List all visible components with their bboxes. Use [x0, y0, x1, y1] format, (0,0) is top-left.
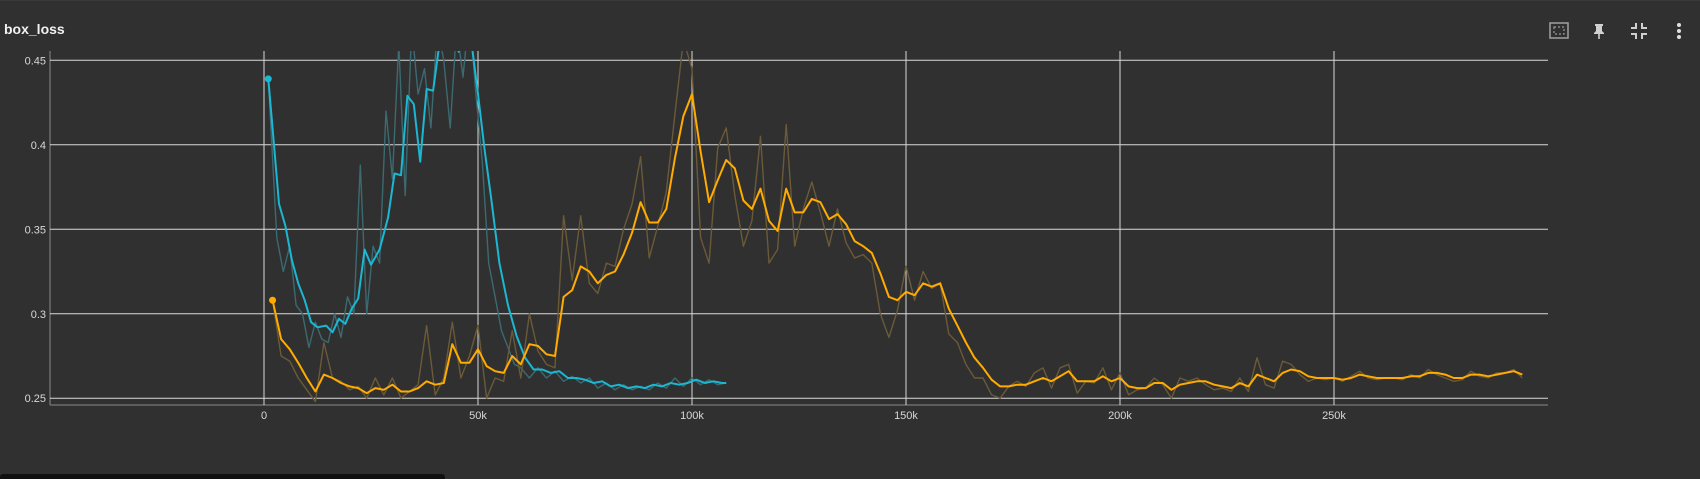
- series-start-point[interactable]: [264, 75, 272, 83]
- x-tick-label: 250k: [1322, 410, 1346, 422]
- fit-domain-button[interactable]: [1544, 16, 1574, 46]
- card-toolbar: [1544, 15, 1694, 47]
- more-options-button[interactable]: [1664, 16, 1694, 46]
- series-start-point[interactable]: [269, 296, 277, 304]
- grid-layer: [49, 51, 1548, 406]
- collapse-button[interactable]: [1624, 16, 1654, 46]
- x-tick-label: 200k: [1108, 410, 1132, 422]
- fit-domain-icon: [1549, 22, 1569, 39]
- collapse-icon: [1631, 23, 1647, 39]
- series-line[interactable]: [271, 93, 1523, 395]
- series-raw-line: [271, 51, 1523, 403]
- x-tick-label: 50k: [469, 410, 487, 422]
- smoothed-series-layer: [264, 10, 1523, 395]
- y-tick-label: 0.25: [25, 393, 46, 405]
- chart-title: box_loss: [4, 21, 65, 37]
- pin-icon: [1594, 24, 1604, 39]
- x-tick-label: 100k: [680, 410, 704, 422]
- y-tick-label: 0.35: [25, 224, 46, 236]
- card-header: box_loss: [0, 1, 1700, 61]
- pin-button[interactable]: [1584, 16, 1614, 46]
- y-tick-label: 0.3: [31, 309, 46, 321]
- x-tick-label: 0: [261, 410, 267, 422]
- y-tick-label: 0.45: [25, 55, 46, 67]
- bottom-scrollbar[interactable]: [0, 474, 445, 479]
- tick-label-layer: 0.25 0.3 0.35 0.4 0.45 0 50k 100k 150k 200k 250k: [25, 55, 1347, 422]
- x-tick-label: 150k: [894, 410, 918, 422]
- y-tick-label: 0.4: [31, 140, 46, 152]
- series-raw-line: [267, 51, 727, 391]
- more-vert-icon: [1677, 23, 1681, 39]
- series-line[interactable]: [267, 10, 727, 390]
